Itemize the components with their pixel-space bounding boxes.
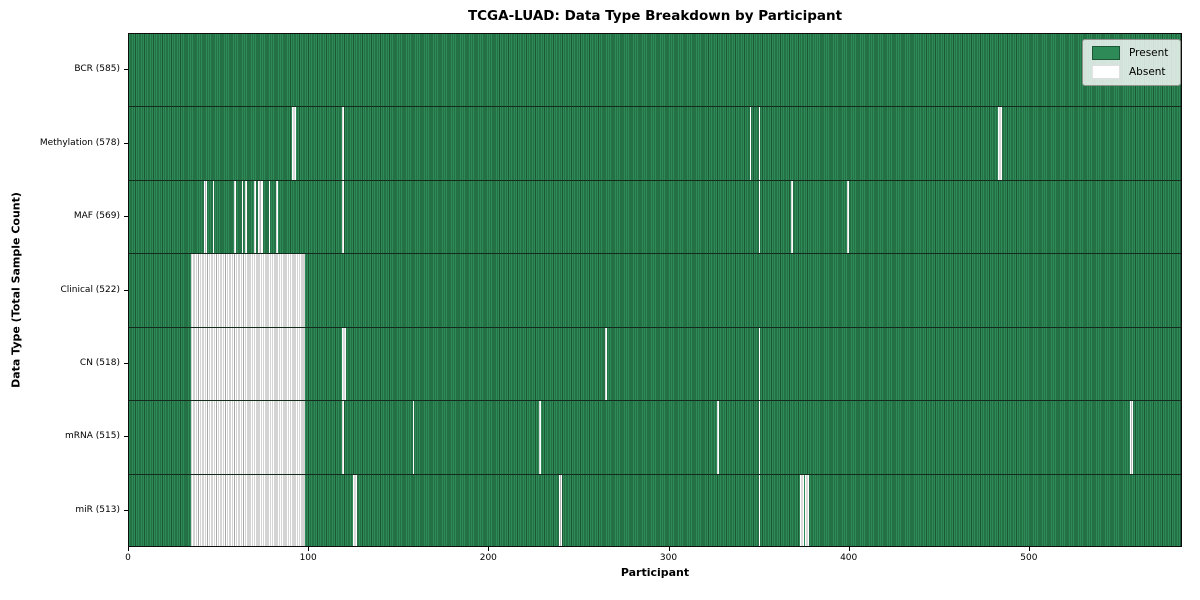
absent-stripe: [1129, 400, 1134, 474]
y-tick: [124, 436, 128, 438]
x-axis-label: Participant: [620, 566, 690, 579]
y-tick: [124, 142, 128, 144]
absent-stripe: [758, 179, 761, 254]
x-tick-label: 500: [1020, 553, 1038, 563]
absent-stripe: [758, 400, 761, 474]
row-separator: [128, 179, 1182, 181]
legend-label-absent: Absent: [1129, 66, 1166, 78]
absent-stripe: [558, 473, 563, 547]
x-tick-label: 200: [479, 553, 497, 563]
y-tick-label: miR (513): [75, 504, 120, 515]
x-tick-label: 0: [125, 553, 131, 563]
absent-stripe: [538, 400, 541, 474]
present-swatch-icon: [1092, 46, 1120, 60]
absent-stripe: [342, 400, 345, 474]
y-tick: [124, 289, 128, 291]
absent-stripe: [291, 106, 296, 180]
absent-stripe: [342, 326, 346, 401]
absent-stripe: [191, 473, 305, 547]
plot-area: [128, 33, 1182, 547]
y-tick: [124, 362, 128, 364]
absent-stripe: [245, 179, 247, 254]
legend: Present Absent: [1082, 39, 1182, 86]
row-separator: [128, 326, 1182, 328]
absent-stripe: [212, 179, 215, 254]
absent-stripe: [268, 179, 271, 254]
y-tick-label: BCR (585): [74, 64, 120, 75]
absent-stripe: [749, 106, 752, 180]
x-tick: [848, 547, 850, 551]
y-tick-label: mRNA (515): [65, 431, 120, 442]
absent-stripe: [342, 106, 345, 180]
absent-stripe: [203, 179, 208, 254]
y-tick-label: MAF (569): [73, 211, 120, 222]
absent-stripe: [846, 179, 849, 254]
row-separator: [128, 106, 1182, 108]
absent-stripe: [254, 179, 256, 254]
chart-title: TCGA-LUAD: Data Type Breakdown by Partic…: [467, 8, 843, 24]
absent-stripe: [758, 473, 761, 547]
absent-stripe: [191, 326, 305, 401]
x-tick: [668, 547, 670, 551]
x-tick-label: 300: [659, 553, 678, 563]
y-tick-label: Methylation (578): [39, 137, 120, 148]
absent-stripe: [234, 179, 237, 254]
absent-stripe: [758, 326, 761, 401]
row-separator: [128, 253, 1182, 255]
absent-stripe: [605, 326, 608, 401]
x-tick-label: 100: [299, 553, 317, 563]
y-tick-label: Clinical (522): [60, 284, 120, 295]
x-tick: [308, 547, 310, 551]
absent-stripe: [191, 253, 305, 327]
legend-label-present: Present: [1129, 47, 1169, 59]
y-tick: [124, 509, 128, 511]
absent-stripe: [805, 473, 810, 547]
y-tick: [124, 216, 128, 218]
absent-stripe: [998, 106, 1002, 180]
row-separator: [128, 400, 1182, 402]
absent-stripe: [412, 400, 415, 474]
absent-swatch-icon: [1092, 65, 1120, 79]
y-tick-label: CN (518): [79, 357, 120, 368]
absent-stripe: [717, 400, 719, 474]
absent-stripe: [758, 106, 761, 180]
absent-stripe: [800, 473, 804, 547]
x-tick: [1028, 547, 1030, 551]
row-separator: [128, 473, 1182, 475]
y-tick: [124, 69, 128, 71]
x-tick: [128, 547, 129, 551]
absent-stripe: [241, 179, 244, 254]
absent-stripe: [191, 400, 305, 474]
absent-stripe: [791, 179, 793, 254]
absent-stripe: [342, 179, 345, 254]
x-tick-label: 400: [840, 553, 858, 563]
absent-stripe: [275, 179, 278, 254]
x-tick: [488, 547, 490, 551]
absent-stripe: [257, 179, 264, 254]
legend-item-absent: Absent: [1092, 65, 1168, 79]
legend-item-present: Present: [1092, 46, 1168, 60]
absent-stripe: [353, 473, 357, 547]
